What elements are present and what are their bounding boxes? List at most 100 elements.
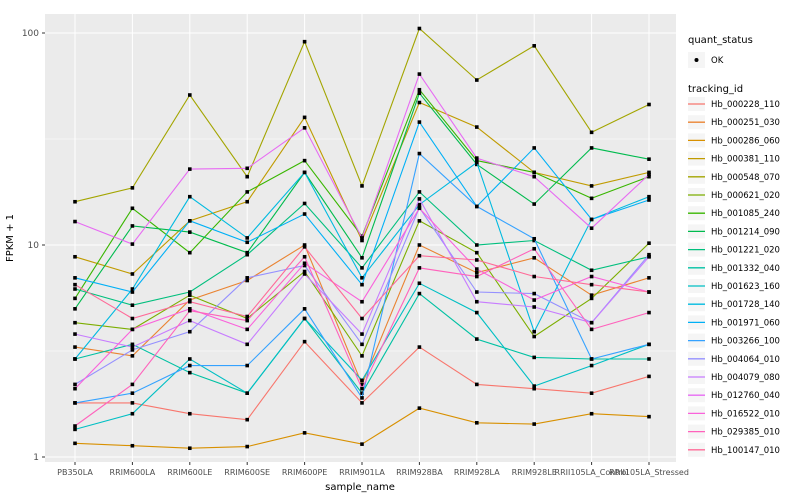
data-point-Hb_001221_020 bbox=[73, 287, 77, 291]
data-point-Hb_003266_100 bbox=[647, 342, 651, 347]
y-axis-title: FPKM + 1 bbox=[5, 214, 16, 262]
data-point-Hb_001728_140 bbox=[73, 357, 77, 361]
data-point-Hb_000621_020 bbox=[73, 320, 77, 325]
data-point-Hb_000228_110 bbox=[475, 382, 479, 387]
data-point-Hb_001085_240 bbox=[475, 158, 479, 163]
legend-label-Hb_029385_010: Hb_029385_010 bbox=[711, 428, 780, 438]
data-point-Hb_012760_040 bbox=[188, 167, 192, 171]
data-point-Hb_029385_010 bbox=[188, 308, 192, 313]
data-point-Hb_000228_110 bbox=[647, 374, 651, 379]
data-point-Hb_100147_010 bbox=[647, 290, 651, 294]
data-point-Hb_004079_080 bbox=[647, 254, 651, 259]
data-point-Hb_000251_030 bbox=[647, 276, 651, 280]
data-point-Hb_000286_060 bbox=[589, 411, 594, 416]
data-point-Hb_000251_030 bbox=[360, 382, 364, 387]
x-tick-label: RRIM600PE bbox=[282, 468, 328, 477]
data-point-Hb_001971_060 bbox=[532, 146, 536, 150]
data-point-Hb_100147_010 bbox=[417, 253, 422, 258]
data-point-Hb_004064_010 bbox=[245, 276, 249, 280]
data-point-Hb_000621_020 bbox=[360, 354, 364, 358]
data-point-Hb_001971_060 bbox=[130, 290, 135, 294]
data-point-Hb_000251_030 bbox=[475, 270, 479, 275]
data-point-Hb_000548_070 bbox=[589, 130, 594, 135]
data-point-Hb_000228_110 bbox=[130, 401, 135, 405]
data-point-Hb_016522_010 bbox=[245, 327, 249, 332]
legend-label-Hb_001623_160: Hb_001623_160 bbox=[711, 282, 780, 292]
data-point-Hb_001214_090 bbox=[475, 162, 479, 167]
data-point-Hb_001332_040 bbox=[532, 355, 536, 360]
data-point-Hb_000548_070 bbox=[245, 174, 249, 179]
data-point-Hb_000548_070 bbox=[532, 44, 536, 48]
data-point-Hb_001728_140 bbox=[302, 170, 307, 175]
data-point-Hb_004064_010 bbox=[647, 252, 651, 257]
data-point-Hb_004079_080 bbox=[532, 305, 536, 309]
data-point-Hb_000286_060 bbox=[302, 431, 307, 435]
legend-label-Hb_001332_040: Hb_001332_040 bbox=[711, 264, 780, 274]
data-point-Hb_000251_030 bbox=[417, 243, 422, 247]
data-point-Hb_000621_020 bbox=[475, 250, 479, 255]
data-point-Hb_001221_020 bbox=[360, 266, 364, 270]
data-point-Hb_000548_070 bbox=[130, 186, 135, 190]
data-point-Hb_000381_110 bbox=[475, 125, 479, 129]
data-point-Hb_029385_010 bbox=[417, 266, 422, 270]
data-point-Hb_001214_090 bbox=[647, 157, 651, 161]
data-point-Hb_004079_080 bbox=[302, 272, 307, 276]
data-point-Hb_029385_010 bbox=[245, 318, 249, 323]
data-point-Hb_001623_160 bbox=[245, 391, 249, 395]
data-point-Hb_004079_080 bbox=[73, 332, 77, 336]
legend-label-ok: OK bbox=[711, 56, 724, 66]
data-point-Hb_003266_100 bbox=[188, 363, 192, 368]
data-point-Hb_100147_010 bbox=[188, 299, 192, 304]
data-point-Hb_001728_140 bbox=[417, 202, 422, 207]
data-point-Hb_000228_110 bbox=[532, 386, 536, 391]
data-point-Hb_001623_160 bbox=[360, 378, 364, 383]
data-point-Hb_000228_110 bbox=[589, 391, 594, 395]
data-point-Hb_001332_040 bbox=[475, 337, 479, 341]
data-point-Hb_100147_010 bbox=[245, 314, 249, 319]
data-point-Hb_016522_010 bbox=[130, 327, 135, 332]
data-point-Hb_100147_010 bbox=[532, 274, 536, 279]
data-point-Hb_004079_080 bbox=[360, 332, 364, 336]
data-point-Hb_029385_010 bbox=[73, 424, 77, 428]
data-point-Hb_000381_110 bbox=[417, 100, 422, 105]
legend-label-Hb_100147_010: Hb_100147_010 bbox=[711, 446, 780, 456]
y-tick-label: 1 bbox=[33, 453, 39, 463]
data-point-Hb_001221_020 bbox=[302, 201, 307, 206]
data-point-Hb_000548_070 bbox=[188, 93, 192, 97]
data-point-Hb_001728_140 bbox=[532, 329, 536, 334]
data-point-Hb_001971_060 bbox=[245, 240, 249, 245]
data-point-Hb_004079_080 bbox=[417, 197, 422, 201]
data-point-Hb_004064_010 bbox=[302, 263, 307, 268]
data-point-Hb_004064_010 bbox=[532, 291, 536, 296]
data-point-Hb_029385_010 bbox=[360, 386, 364, 391]
data-point-Hb_001085_240 bbox=[188, 250, 192, 255]
x-tick-label: RRIM901LA bbox=[339, 468, 385, 477]
data-point-Hb_000251_030 bbox=[245, 278, 249, 283]
data-point-Hb_000548_070 bbox=[417, 26, 422, 31]
y-tick-label: 100 bbox=[22, 29, 39, 39]
data-point-Hb_100147_010 bbox=[475, 258, 479, 262]
data-point-Hb_001971_060 bbox=[188, 219, 192, 223]
data-point-Hb_001221_020 bbox=[417, 190, 422, 194]
data-point-Hb_001085_240 bbox=[302, 158, 307, 163]
data-point-Hb_000251_030 bbox=[589, 293, 594, 297]
data-point-Hb_100147_010 bbox=[130, 316, 135, 321]
data-point-Hb_004079_080 bbox=[245, 342, 249, 347]
data-point-Hb_100147_010 bbox=[360, 316, 364, 321]
data-point-Hb_016522_010 bbox=[73, 386, 77, 391]
data-point-Hb_000548_070 bbox=[360, 184, 364, 188]
data-point-Hb_001332_040 bbox=[647, 357, 651, 361]
legend-label-Hb_012760_040: Hb_012760_040 bbox=[711, 391, 780, 401]
data-point-Hb_016522_010 bbox=[532, 298, 536, 302]
x-axis-title: sample_name bbox=[325, 482, 395, 493]
legend-quant-status-title: quant_status bbox=[688, 35, 753, 46]
data-point-Hb_000381_110 bbox=[130, 272, 135, 276]
x-tick-label: RRII105LA_Stressed bbox=[609, 468, 689, 477]
data-point-Hb_000286_060 bbox=[130, 443, 135, 448]
data-point-Hb_003266_100 bbox=[360, 396, 364, 400]
data-point-Hb_029385_010 bbox=[475, 274, 479, 279]
legend-label-Hb_000228_110: Hb_000228_110 bbox=[711, 100, 780, 110]
chart-generated-layer: 1 10 100 PB350LA RRIM600LA RRIM600LE RRIM600SE… bbox=[22, 14, 780, 477]
data-point-Hb_001623_160 bbox=[130, 411, 135, 416]
data-point-Hb_000381_110 bbox=[589, 184, 594, 188]
